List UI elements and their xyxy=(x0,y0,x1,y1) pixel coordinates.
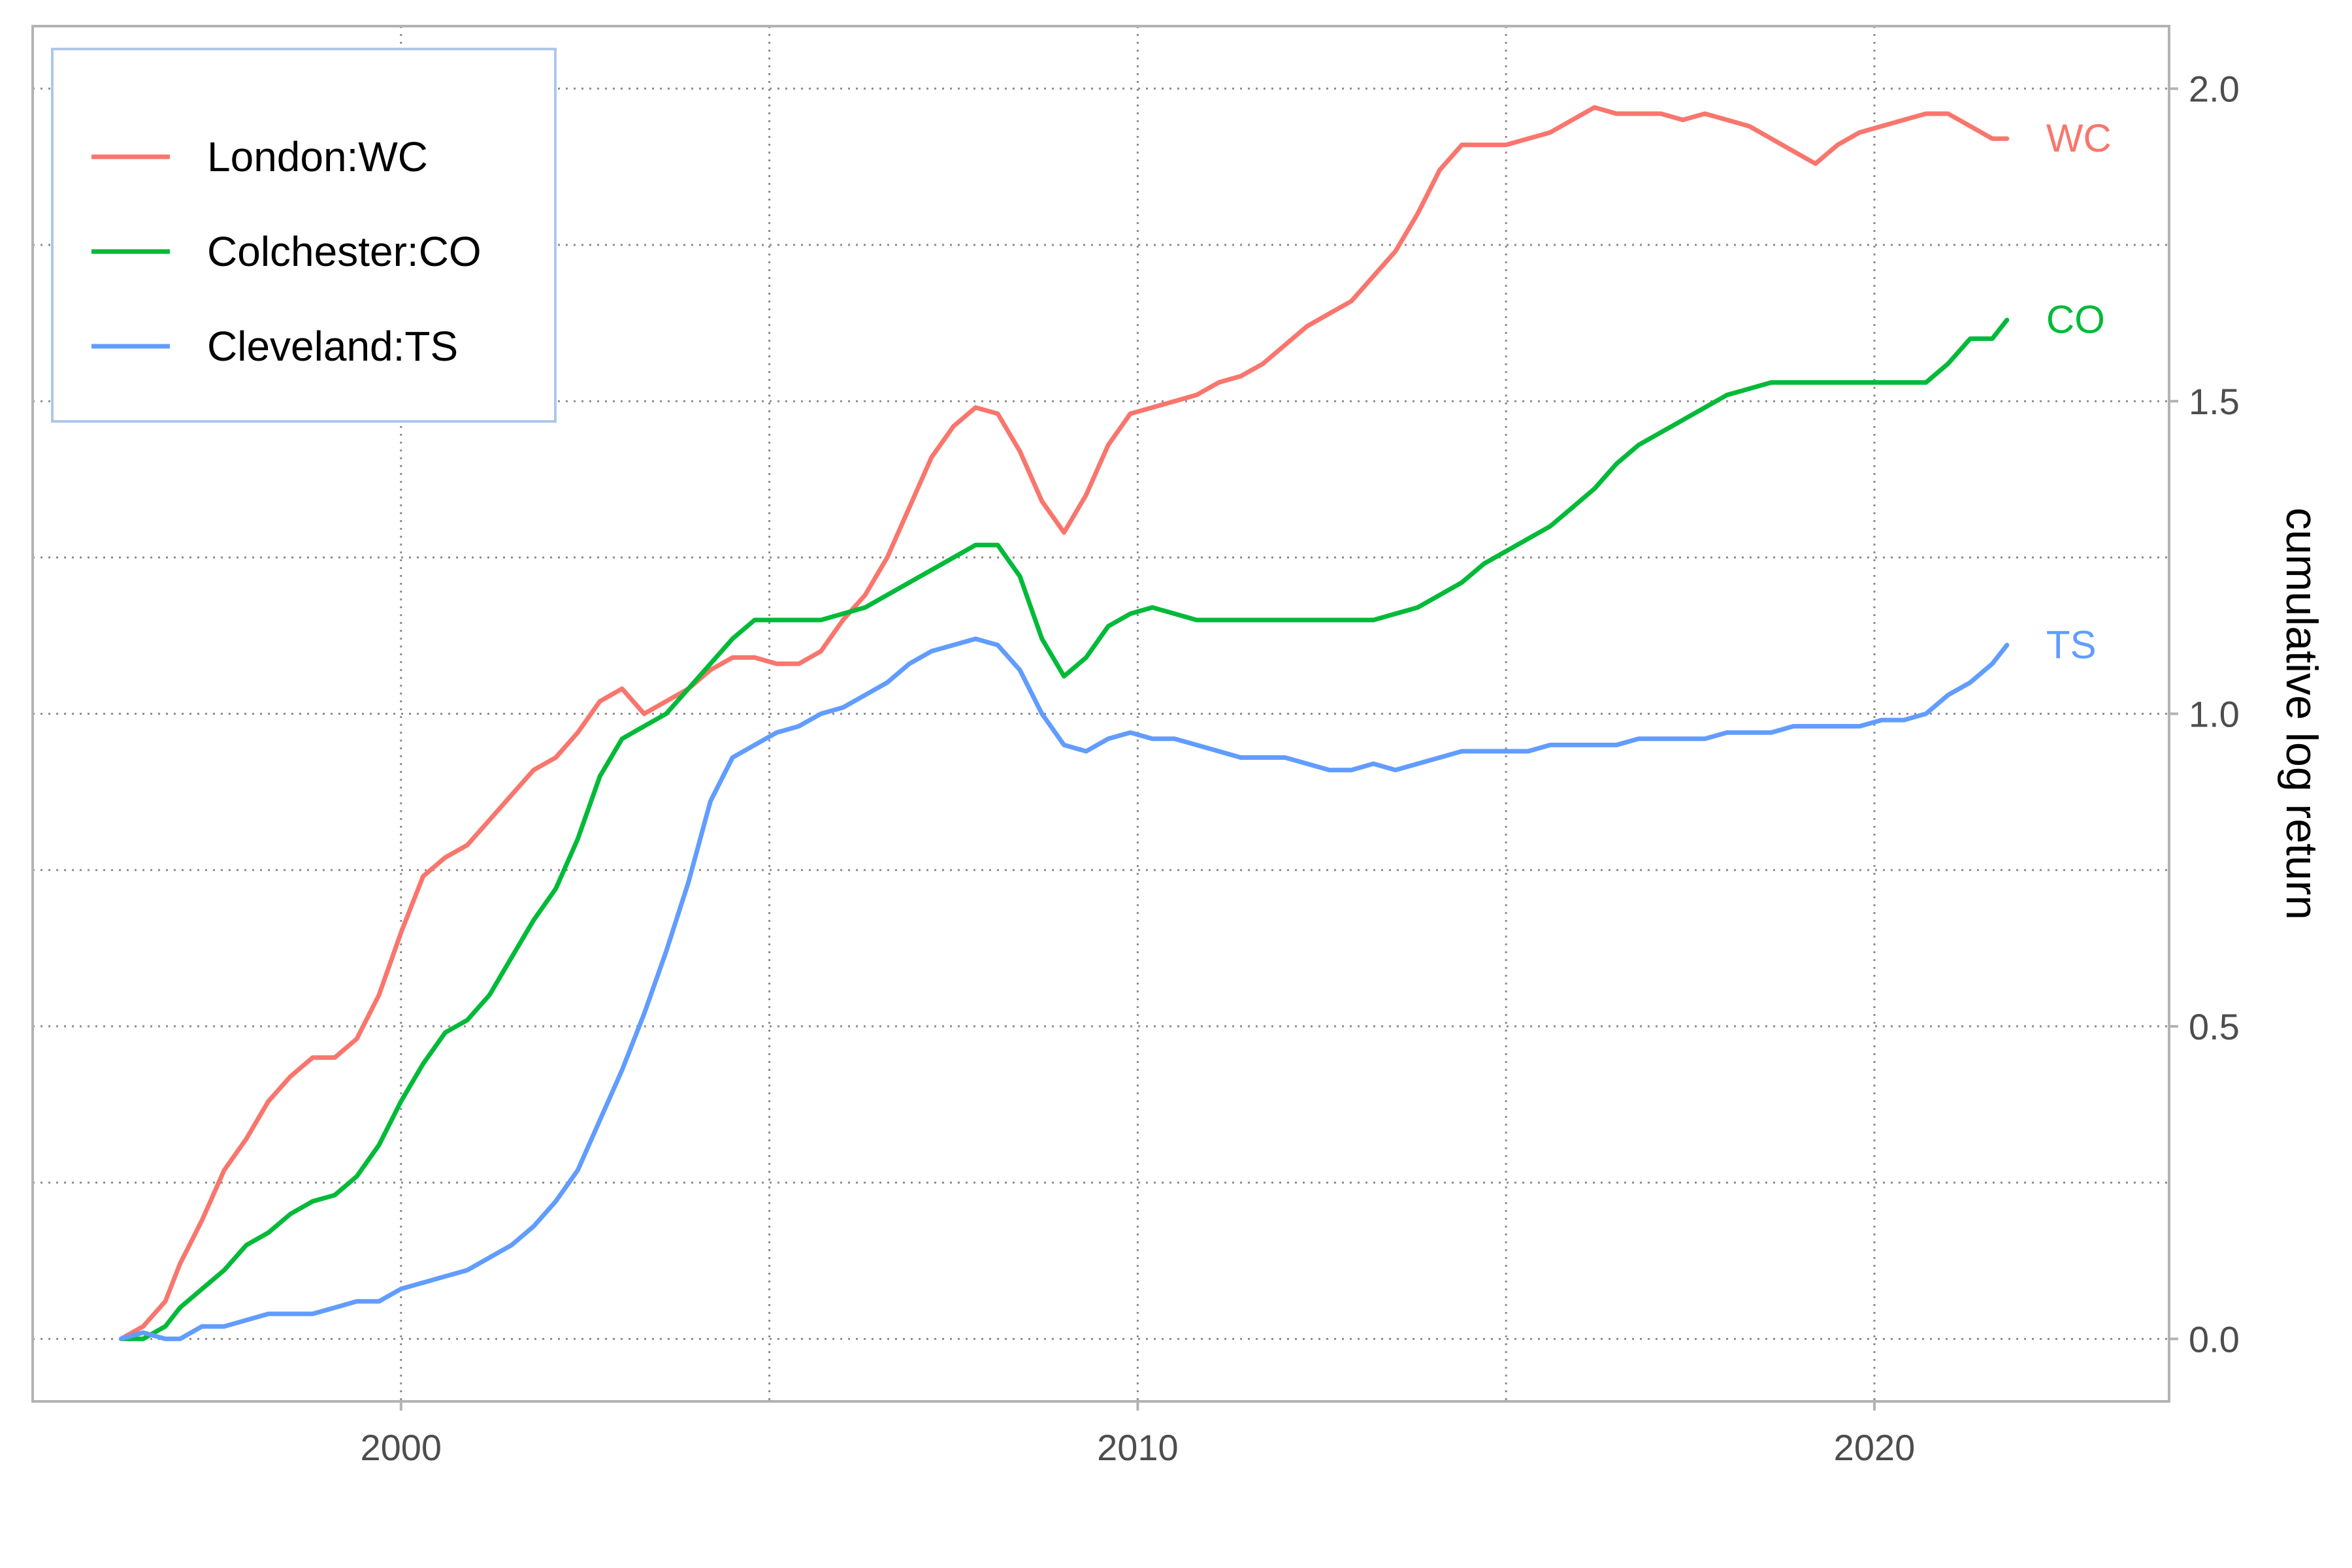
legend-label: Colchester:CO xyxy=(207,228,482,275)
y-tick-label: 0.0 xyxy=(2189,1318,2240,1360)
end-label-wc: WC xyxy=(2046,116,2112,160)
legend: London:WC Colchester:CO Cleveland:TS xyxy=(51,48,557,423)
y-tick-label: 1.0 xyxy=(2189,694,2240,735)
legend-item-wc: London:WC xyxy=(91,133,428,180)
legend-item-co: Colchester:CO xyxy=(91,228,482,275)
end-label-layer: WC CO TS xyxy=(2046,116,2112,666)
series-layer xyxy=(118,105,2010,1341)
y-tick-label: 0.5 xyxy=(2189,1006,2240,1047)
legend-item-ts: Cleveland:TS xyxy=(91,323,458,370)
y-tick-label: 1.5 xyxy=(2189,381,2240,422)
series-line-co xyxy=(118,318,2010,1341)
legend-box xyxy=(51,48,557,423)
x-axis: 2000 2010 2020 xyxy=(361,1401,1916,1468)
legend-label: Cleveland:TS xyxy=(207,323,458,370)
legend-items: London:WC Colchester:CO Cleveland:TS xyxy=(91,133,482,370)
x-tick-label: 2000 xyxy=(361,1427,442,1468)
y-axis-title: cumulative log return xyxy=(2277,508,2327,920)
end-label-co: CO xyxy=(2046,298,2105,342)
series-line-wc xyxy=(118,105,2010,1341)
x-tick-label: 2020 xyxy=(1834,1427,1916,1468)
grid-layer xyxy=(31,26,2169,1401)
y-tick-label: 2.0 xyxy=(2189,69,2240,110)
series-line-ts xyxy=(118,636,2010,1341)
end-label-ts: TS xyxy=(2046,623,2097,666)
legend-label: London:WC xyxy=(207,133,428,180)
y-axis: 0.0 0.5 1.0 1.5 2.0 xyxy=(2169,69,2240,1360)
x-tick-label: 2010 xyxy=(1097,1427,1179,1468)
